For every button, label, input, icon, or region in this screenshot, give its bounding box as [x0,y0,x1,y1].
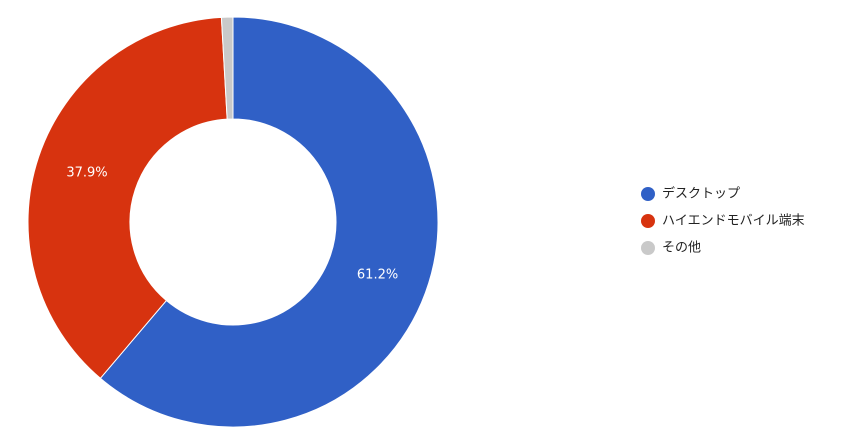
slice-label: 37.9% [66,166,107,181]
legend-swatch [641,187,655,201]
legend-label: その他 [662,241,701,256]
legend-label: デスクトップ [662,186,740,202]
donut-slice [99,16,439,428]
legend-swatch [641,214,655,228]
donut-slice [27,16,228,380]
slice-label: 61.2% [357,268,398,283]
legend-label: ハイエンドモバイル端末 [662,214,805,229]
donut-slice [220,16,234,120]
legend-swatch [641,241,655,255]
